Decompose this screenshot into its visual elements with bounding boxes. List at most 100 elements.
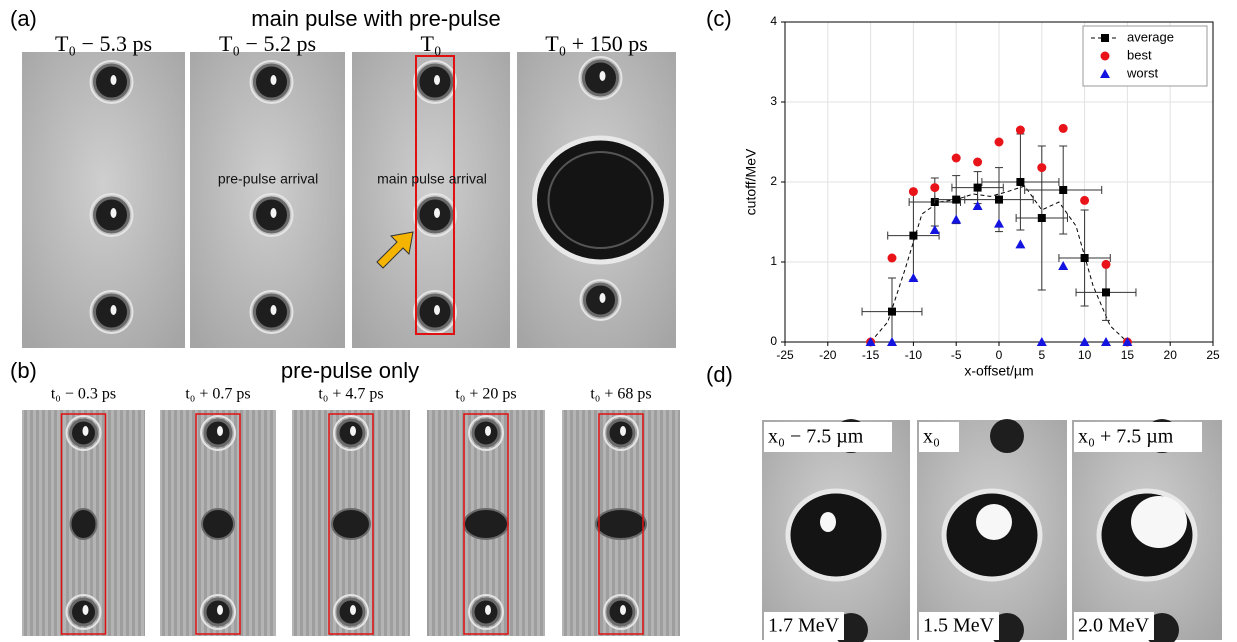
- point: [972, 201, 983, 210]
- point: [1102, 288, 1110, 297]
- droplet: [468, 594, 504, 630]
- highlight: [485, 426, 491, 436]
- x-tick-label: 0: [996, 348, 1003, 362]
- label-box: [764, 612, 844, 640]
- highlight: [434, 305, 440, 315]
- highlight: [110, 75, 117, 85]
- x-tick-label: -10: [905, 348, 923, 362]
- droplet: [249, 290, 294, 334]
- panel-title: pre-pulse only: [281, 358, 419, 383]
- hot-spot: [820, 512, 836, 532]
- frame-label: t₀ + 0.7 ps: [185, 386, 250, 403]
- highlight: [270, 305, 277, 315]
- droplet: [200, 415, 236, 451]
- point: [1080, 195, 1090, 205]
- frame-label: 1.5 MeV: [923, 615, 995, 637]
- frame-label: x₀ − 7.5 µm: [768, 426, 864, 448]
- panel-label: (c): [706, 6, 732, 31]
- hot-spot: [976, 504, 1012, 540]
- highlight: [620, 426, 626, 436]
- droplet: [89, 60, 134, 104]
- point: [1037, 163, 1047, 173]
- x-tick-label: 25: [1206, 348, 1220, 362]
- highlight-box: [328, 413, 374, 635]
- label-box: [764, 422, 892, 452]
- highlight: [110, 208, 117, 218]
- droplet: [249, 60, 294, 104]
- plasma: [547, 151, 654, 249]
- frame-label: t₀ + 20 ps: [455, 386, 516, 403]
- point: [994, 218, 1004, 228]
- panel-label: (b): [10, 358, 37, 383]
- x-tick-label: -20: [819, 348, 837, 362]
- droplet: [249, 193, 294, 237]
- point: [929, 225, 940, 234]
- highlight-box: [195, 413, 241, 635]
- panel-label: (d): [706, 362, 733, 387]
- highlight: [82, 605, 89, 615]
- label-box: [919, 422, 959, 452]
- frame-label: x₀ + 7.5 µm: [1078, 426, 1174, 448]
- y-tick-label: 0: [770, 334, 777, 348]
- x-tick-label: 10: [1078, 348, 1092, 362]
- droplet: [468, 415, 504, 451]
- point: [1122, 337, 1133, 346]
- point: [1015, 239, 1026, 249]
- highlight: [599, 293, 606, 303]
- point: [973, 157, 983, 167]
- point: [1080, 254, 1089, 262]
- droplet: [463, 508, 509, 540]
- legend-label: worst: [1126, 65, 1158, 80]
- frame-label: T₀ − 5.2 ps: [219, 31, 316, 56]
- droplet: [65, 594, 102, 630]
- point: [952, 195, 961, 204]
- highlight: [434, 75, 440, 85]
- x-tick-label: -25: [776, 348, 794, 362]
- frame-label: T₀ + 150 ps: [545, 31, 648, 56]
- point: [995, 195, 1003, 204]
- x-tick-label: 20: [1164, 348, 1178, 362]
- droplet: [65, 415, 102, 451]
- frame-label: t₀ + 4.7 ps: [318, 386, 383, 403]
- frame-label: T₀: [420, 31, 441, 56]
- frame-label: t₀ + 68 ps: [590, 386, 651, 403]
- droplet: [333, 415, 369, 451]
- point: [865, 337, 876, 346]
- x-axis-label: x-offset/µm: [964, 363, 1033, 379]
- point: [1101, 337, 1111, 346]
- highlight: [270, 75, 277, 85]
- panel-title: main pulse with pre-pulse: [251, 6, 500, 31]
- highlight: [350, 426, 356, 436]
- legend-marker: [1100, 51, 1110, 61]
- point: [1036, 337, 1047, 346]
- highlight-box: [463, 413, 509, 635]
- point: [908, 273, 919, 282]
- point: [1059, 186, 1068, 194]
- droplet: [200, 594, 236, 630]
- panel-label: (a): [10, 6, 37, 31]
- droplet: [413, 60, 457, 104]
- droplet: [595, 508, 647, 540]
- highlight: [434, 208, 440, 218]
- highlight-box: [415, 55, 455, 335]
- highlight: [485, 605, 491, 615]
- x-tick-label: 15: [1121, 348, 1135, 362]
- point: [888, 307, 896, 316]
- highlight: [110, 305, 117, 315]
- legend-label: average: [1127, 29, 1174, 44]
- frame-label: 2.0 MeV: [1078, 615, 1150, 637]
- point: [908, 187, 918, 197]
- point: [1058, 123, 1068, 133]
- droplet: [990, 419, 1024, 453]
- point: [909, 231, 918, 240]
- y-tick-label: 1: [770, 254, 777, 268]
- legend-marker: [1100, 69, 1110, 78]
- x-tick-label: -5: [951, 348, 962, 362]
- highlight-box: [60, 413, 107, 635]
- droplet: [333, 594, 369, 630]
- droplet: [579, 279, 622, 321]
- point: [1058, 261, 1069, 270]
- highlight: [599, 71, 606, 81]
- highlight: [350, 605, 356, 615]
- droplet: [201, 508, 235, 540]
